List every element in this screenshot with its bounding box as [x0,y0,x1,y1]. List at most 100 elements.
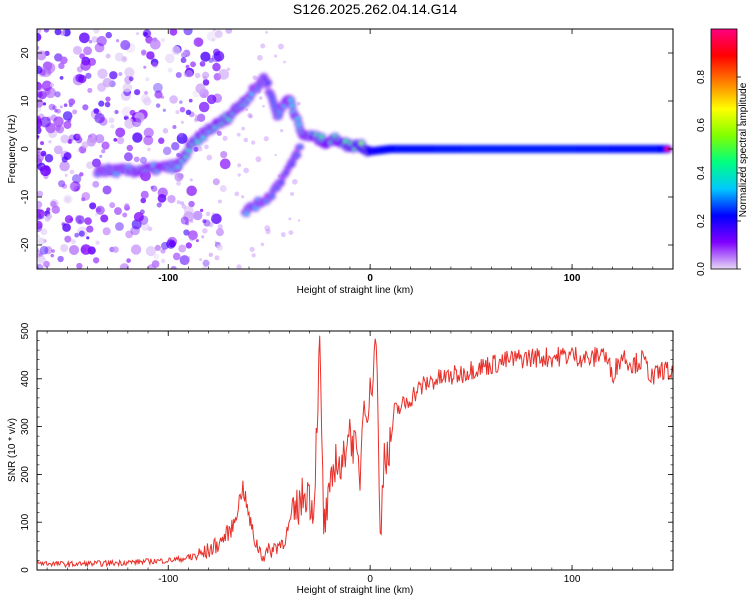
noise-blob [79,172,84,177]
noise-blob [52,105,57,110]
noise-blob [136,32,140,36]
noise-blob [243,167,249,174]
noise-blob [133,156,140,163]
noise-blob [46,207,51,212]
noise-blob [139,156,147,164]
noise-blob [58,62,65,70]
noise-blob [245,108,249,112]
noise-blob [237,173,241,177]
noise-blob [42,102,47,106]
noise-blob [185,109,192,116]
noise-blob [56,108,61,114]
noise-blob [212,29,216,32]
noise-blob [206,154,213,161]
noise-blob [75,215,85,225]
noise-blob [145,77,150,82]
noise-blob [170,265,177,269]
noise-blob [290,191,295,196]
noise-blob [260,242,265,247]
noise-blob [130,225,140,236]
colorbar: 0.0 0.2 0.4 0.6 0.8 Normalized spectral ampl… [696,28,749,276]
noise-blob [121,106,133,117]
noise-blob [40,228,48,236]
y-tick-label: 0 [20,146,31,152]
noise-blob [95,134,105,144]
noise-blob [195,114,198,118]
noise-blob [251,253,256,258]
noise-blob [81,141,89,149]
noise-blob [105,31,112,39]
noise-blob [79,32,90,44]
noise-blob [88,40,93,44]
noise-blob [37,164,40,168]
noise-blob [92,257,100,264]
spectrogram-y-axis-label: Frequency (Hz) [7,115,18,184]
noise-blob [37,45,40,51]
noise-blob [109,71,118,80]
noise-blob [197,146,203,152]
noise-blob [262,104,265,108]
noise-blob [208,57,214,63]
noise-blob [162,128,169,134]
ridge-core [265,80,271,86]
x-tick-label: 0 [367,574,373,585]
noise-blob [86,161,94,169]
noise-blob [188,200,195,208]
noise-blob [189,219,194,224]
noise-blob [46,213,53,220]
noise-blob [185,221,190,226]
noise-blob [37,220,43,230]
noise-blob [179,255,190,266]
y-tick-label: -10 [20,189,31,204]
noise-blob [143,65,147,69]
noise-blob [62,223,71,232]
noise-blob [219,158,231,170]
noise-blob [143,127,154,138]
noise-blob [241,126,246,131]
noise-blob [37,208,43,218]
noise-blob [183,29,193,36]
noise-blob [206,94,217,105]
noise-blob [283,60,286,64]
noise-blob [94,42,105,53]
noise-blob [237,163,242,168]
noise-blob [259,96,263,100]
noise-blob [86,236,90,240]
noise-blob [48,140,52,144]
noise-blob [140,190,149,199]
noise-blob [103,143,107,147]
noise-blob [212,62,221,72]
noise-blob [167,67,173,73]
noise-blob [70,181,81,192]
noise-blob [217,199,222,204]
noise-blob [162,108,166,112]
noise-blob [226,67,231,71]
noise-blob [39,245,49,255]
noise-blob [146,51,155,60]
noise-blob [50,83,55,87]
ridge-core [289,103,295,108]
x-tick-label: 100 [564,574,581,585]
noise-blob [211,52,222,63]
noise-blob [192,210,203,221]
noise-blob [37,237,46,245]
ridge-core [296,122,302,127]
noise-blob [236,264,242,269]
noise-blob [63,120,72,129]
noise-blob [128,76,134,82]
noise-blob [178,244,187,253]
ridge-core [195,139,201,145]
noise-blob [74,232,80,238]
noise-blob [124,203,130,209]
noise-blob [186,185,197,197]
noise-blob [59,56,68,65]
noise-blob [101,149,106,154]
colorbar-tick-label: 0.2 [696,214,707,228]
noise-blob [63,194,73,205]
snr-frame [36,330,674,571]
y-tick-label: 400 [20,370,31,387]
noise-blob [44,154,54,163]
noise-blob [199,258,203,262]
noise-blob [202,79,210,86]
noise-blob [64,196,71,203]
